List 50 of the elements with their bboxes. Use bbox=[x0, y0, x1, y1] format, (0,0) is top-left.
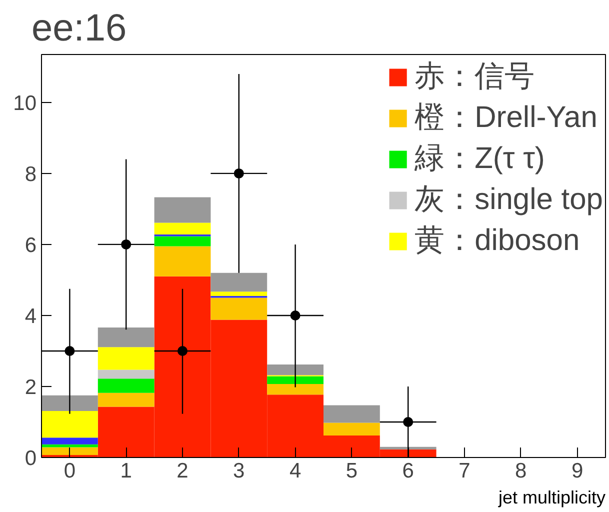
legend-label: 緑：Z(τ τ) bbox=[414, 141, 545, 177]
y-tick-label: 2 bbox=[24, 376, 37, 399]
y-tick-label: 4 bbox=[24, 304, 37, 328]
x-tick-label: 3 bbox=[233, 460, 245, 482]
bar bbox=[154, 197, 211, 223]
x-tick-label: 4 bbox=[289, 460, 302, 482]
bar bbox=[98, 392, 154, 407]
x-tick-label: 7 bbox=[458, 460, 470, 482]
point bbox=[121, 239, 132, 250]
x-tick-label: 2 bbox=[176, 460, 188, 482]
bar bbox=[98, 328, 154, 348]
bar bbox=[42, 447, 98, 456]
bar bbox=[154, 222, 211, 235]
point bbox=[290, 310, 300, 320]
bar bbox=[42, 395, 98, 411]
y-tick-label: 10 bbox=[13, 92, 36, 115]
bar bbox=[42, 410, 98, 438]
bar bbox=[267, 384, 324, 395]
bar bbox=[210, 272, 268, 292]
bar bbox=[210, 298, 268, 320]
point bbox=[64, 346, 75, 356]
x-axis-title: jet multiplicity bbox=[497, 488, 606, 508]
bar bbox=[380, 446, 436, 450]
y-tick-label: 6 bbox=[24, 234, 37, 257]
bar bbox=[42, 438, 98, 444]
x-tick-label: 8 bbox=[515, 460, 527, 482]
bar bbox=[324, 422, 380, 436]
legend-label: 黄：diboson bbox=[414, 223, 580, 259]
bar bbox=[98, 378, 154, 393]
legend-label: 橙：Drell-Yan bbox=[414, 100, 598, 136]
bar bbox=[267, 376, 324, 384]
legend-label: 灰：single top bbox=[414, 182, 603, 218]
bar bbox=[98, 347, 154, 370]
bar bbox=[98, 370, 154, 379]
bar bbox=[267, 364, 324, 376]
x-tick-label: 9 bbox=[571, 460, 584, 482]
y-tick-label: 8 bbox=[24, 162, 37, 186]
bar bbox=[154, 246, 211, 276]
x-tick-label: 1 bbox=[120, 460, 132, 482]
chart-title: ee:16 bbox=[32, 8, 127, 50]
point bbox=[178, 346, 188, 356]
bar bbox=[154, 236, 211, 246]
point bbox=[403, 417, 414, 427]
x-tick-label: 6 bbox=[402, 460, 414, 482]
bar bbox=[324, 405, 380, 423]
point bbox=[234, 168, 244, 178]
legend-label: 赤：信号 bbox=[414, 59, 535, 95]
x-tick-label: 0 bbox=[64, 460, 76, 482]
x-tick-label: 5 bbox=[346, 460, 358, 482]
bar bbox=[210, 292, 268, 296]
